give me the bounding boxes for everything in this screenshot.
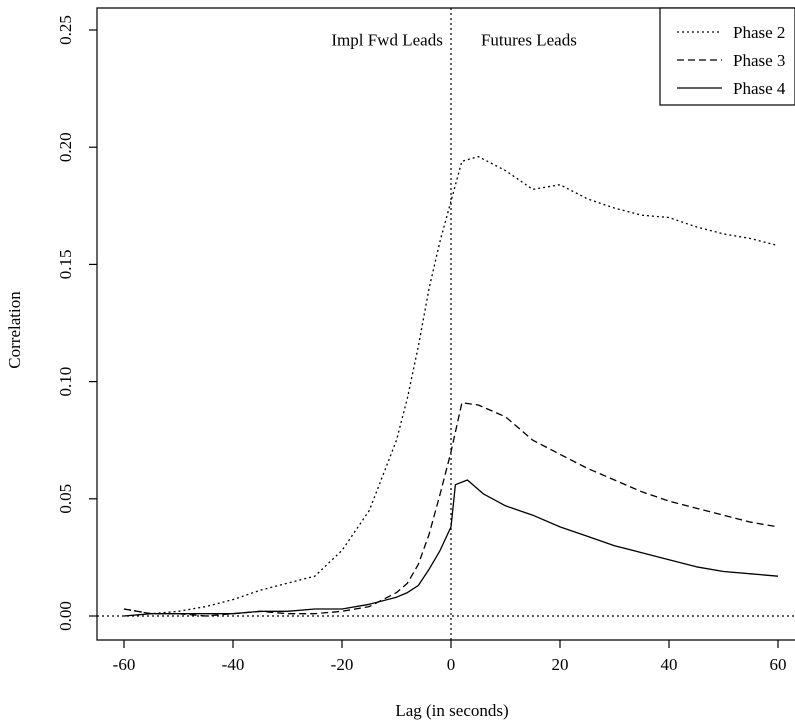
x-tick-label: -20 <box>331 655 354 674</box>
y-tick-label: 0.05 <box>56 484 75 514</box>
series-line-phase-4 <box>123 479 779 617</box>
y-axis-label: Correlation <box>5 291 24 369</box>
plot-frame <box>96 7 795 641</box>
series-line-phase-2 <box>123 155 779 615</box>
y-tick-label: 0.15 <box>56 250 75 280</box>
legend-label: Phase 4 <box>733 79 786 98</box>
x-tick-label: 40 <box>661 655 678 674</box>
legend-box <box>659 7 795 106</box>
chart-legend: Phase 2 Phase 3 Phase 4 <box>659 7 795 106</box>
impl-fwd-leads-annotation: Impl Fwd Leads <box>331 30 442 49</box>
y-tick-label: 0.25 <box>56 15 75 45</box>
futures-leads-annotation: Futures Leads <box>481 30 577 49</box>
legend-label: Phase 2 <box>733 23 785 42</box>
y-tick-label: 0.10 <box>56 367 75 397</box>
x-tick-label: -40 <box>222 655 245 674</box>
x-tick-label: 60 <box>770 655 787 674</box>
x-tick-label: 0 <box>447 655 456 674</box>
legend-label: Phase 3 <box>733 51 785 70</box>
x-tick-label: -60 <box>113 655 136 674</box>
y-tick-label: 0.20 <box>56 132 75 162</box>
x-axis-label: Lag (in seconds) <box>395 701 508 720</box>
y-tick-label: 0.00 <box>56 601 75 631</box>
x-tick-label: 20 <box>552 655 569 674</box>
